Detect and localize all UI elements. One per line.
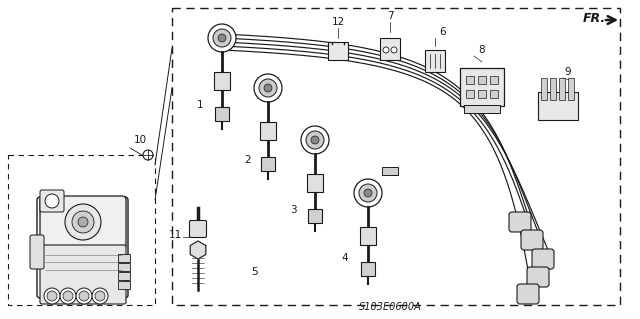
Bar <box>568 78 574 100</box>
Bar <box>307 174 323 191</box>
Text: 1: 1 <box>196 100 204 110</box>
Bar <box>541 78 547 100</box>
FancyBboxPatch shape <box>527 267 549 287</box>
Circle shape <box>92 288 108 304</box>
FancyBboxPatch shape <box>532 249 554 269</box>
Circle shape <box>76 288 92 304</box>
Circle shape <box>354 179 382 207</box>
Text: 5: 5 <box>252 267 259 277</box>
Text: 12: 12 <box>332 17 344 27</box>
Bar <box>478 76 486 84</box>
Text: 2: 2 <box>244 155 252 165</box>
Bar <box>361 262 375 276</box>
Bar <box>118 272 130 280</box>
Bar <box>382 167 398 175</box>
Bar <box>328 42 348 60</box>
Circle shape <box>213 29 231 47</box>
FancyBboxPatch shape <box>189 220 207 238</box>
Text: S103E0600A: S103E0600A <box>358 302 421 312</box>
FancyBboxPatch shape <box>517 284 539 304</box>
FancyBboxPatch shape <box>40 190 64 212</box>
Bar <box>538 92 578 120</box>
Circle shape <box>79 291 89 301</box>
Circle shape <box>218 34 226 42</box>
Circle shape <box>143 150 153 160</box>
Bar <box>308 209 322 223</box>
Bar <box>490 76 498 84</box>
Circle shape <box>391 47 397 53</box>
FancyBboxPatch shape <box>30 235 44 269</box>
Bar <box>490 90 498 98</box>
Text: FR.: FR. <box>583 11 606 25</box>
Circle shape <box>65 204 101 240</box>
Text: 9: 9 <box>564 67 572 77</box>
Bar <box>380 38 400 60</box>
Circle shape <box>254 74 282 102</box>
Text: 6: 6 <box>440 27 446 37</box>
Circle shape <box>47 291 57 301</box>
Text: 8: 8 <box>479 45 485 55</box>
Bar <box>466 76 474 84</box>
Circle shape <box>306 131 324 149</box>
Bar <box>550 78 556 100</box>
Bar <box>464 105 500 113</box>
Circle shape <box>45 194 59 208</box>
FancyBboxPatch shape <box>509 212 531 232</box>
FancyBboxPatch shape <box>37 197 128 298</box>
Bar <box>118 254 130 262</box>
Circle shape <box>95 291 105 301</box>
Bar <box>478 90 486 98</box>
Bar <box>460 68 504 106</box>
Bar <box>215 107 229 121</box>
Circle shape <box>78 217 88 227</box>
Circle shape <box>259 79 277 97</box>
Circle shape <box>311 136 319 144</box>
Text: 3: 3 <box>290 205 296 215</box>
Circle shape <box>44 288 60 304</box>
Circle shape <box>208 24 236 52</box>
Text: 7: 7 <box>387 11 394 21</box>
Bar <box>466 90 474 98</box>
Bar <box>118 281 130 289</box>
Polygon shape <box>190 241 206 259</box>
Bar <box>559 78 565 100</box>
Bar <box>260 122 276 139</box>
Bar <box>425 50 445 72</box>
Circle shape <box>383 47 389 53</box>
Text: 10: 10 <box>133 135 147 145</box>
Circle shape <box>72 211 94 233</box>
Circle shape <box>301 126 329 154</box>
FancyBboxPatch shape <box>40 245 126 304</box>
Circle shape <box>60 288 76 304</box>
Circle shape <box>264 84 272 92</box>
Circle shape <box>364 189 372 197</box>
FancyBboxPatch shape <box>521 230 543 250</box>
FancyBboxPatch shape <box>40 196 126 249</box>
Circle shape <box>63 291 73 301</box>
Circle shape <box>359 184 377 202</box>
Bar <box>261 157 275 171</box>
Text: 11: 11 <box>168 230 182 240</box>
Bar <box>118 263 130 271</box>
Bar <box>214 71 230 90</box>
Bar <box>360 226 376 244</box>
Text: 4: 4 <box>342 253 348 263</box>
